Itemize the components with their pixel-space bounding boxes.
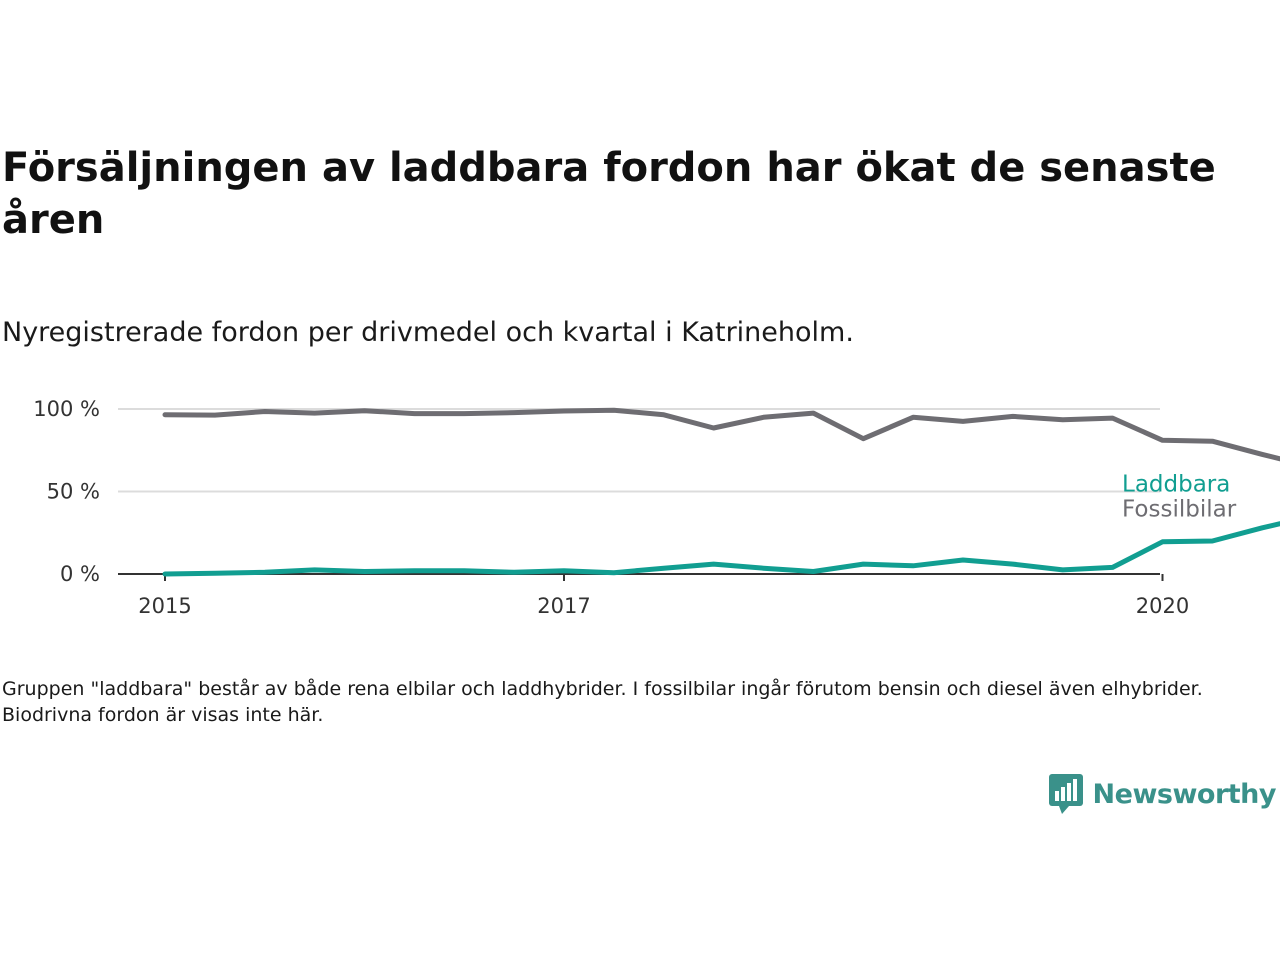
series-line-fossilbilar [162, 407, 1280, 462]
chart-title: Försäljningen av laddbara fordon har öka… [2, 145, 1216, 243]
x-axis: 20152017202020222024 [118, 573, 1189, 618]
x-tick-label: 2017 [537, 594, 590, 618]
y-tick-label: 50 % [47, 480, 100, 504]
series-lines [162, 407, 1280, 577]
series-label-fossilbilar: Fossilbilar [1122, 496, 1237, 522]
y-tick-label: 0 % [60, 562, 100, 586]
series-line-laddbara [162, 521, 1280, 577]
x-tick-label: 2020 [1136, 594, 1189, 618]
line-chart: 20152017202020222024 0 %50 %100 % Laddba… [33, 397, 1280, 618]
footnote: Gruppen "laddbara" består av både rena e… [2, 678, 1203, 726]
gridlines [118, 408, 1160, 493]
brand-name: Newsworthy [1092, 778, 1277, 810]
brand-logo: Newsworthy [1048, 774, 1277, 814]
y-tick-label: 100 % [33, 397, 100, 421]
y-axis-labels: 0 % 50 % 100 % [33, 397, 100, 586]
series-label-laddbara: Laddbara [1122, 471, 1230, 497]
chart-subtitle: Nyregistrerade fordon per drivmedel och … [2, 317, 854, 348]
x-tick-label: 2015 [138, 594, 191, 618]
newsworthy-logo-icon [1048, 774, 1083, 814]
